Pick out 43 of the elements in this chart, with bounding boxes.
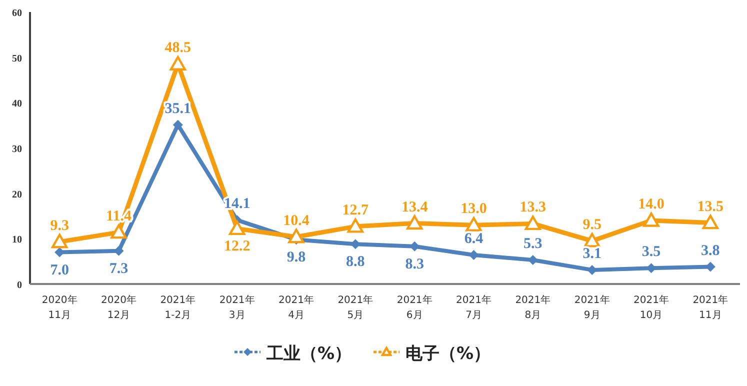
- data-label: 6.4: [464, 230, 484, 247]
- data-label: 13.3: [520, 200, 546, 216]
- data-label: 3.5: [642, 244, 661, 260]
- data-label: 13.0: [460, 201, 487, 218]
- data-label: 9.3: [50, 218, 69, 234]
- x-tick-label: 2021年 1-2月: [160, 294, 196, 321]
- data-label: 12.7: [342, 202, 370, 218]
- x-tick-label: 2021年 6月: [396, 294, 432, 321]
- x-tick-label: 2021年 8月: [515, 294, 551, 321]
- x-tick-label: 2021年 3月: [219, 294, 255, 321]
- legend-label: 电子（%）: [406, 344, 491, 364]
- x-tick-label: 2021年 5月: [338, 294, 374, 321]
- data-label: 7.0: [50, 262, 69, 278]
- data-label: 9.5: [582, 216, 602, 233]
- x-tick-label: 2021年 7月: [456, 294, 492, 321]
- x-tick-label: 2021年 11月: [692, 294, 728, 321]
- data-label: 35.1: [164, 100, 192, 117]
- data-label: 5.3: [524, 236, 542, 252]
- y-tick-label: 60: [12, 8, 22, 19]
- data-label: 14.0: [638, 196, 664, 213]
- data-label: 8.8: [346, 254, 365, 270]
- data-label: 13.4: [401, 199, 428, 216]
- data-label: 8.3: [405, 256, 424, 272]
- x-tick-label: 2020年 11月: [42, 294, 78, 321]
- data-label: 12.2: [224, 238, 250, 255]
- y-tick-label: 30: [12, 144, 22, 155]
- data-label: 48.5: [164, 40, 192, 56]
- data-label: 13.5: [697, 198, 724, 215]
- data-label: 3.8: [701, 242, 720, 259]
- legend-label: 工业（%）: [266, 344, 352, 364]
- x-tick-label: 2021年 4月: [278, 294, 314, 321]
- y-tick-label: 50: [12, 53, 22, 64]
- data-label: 7.3: [109, 260, 128, 277]
- y-tick-label: 40: [12, 98, 22, 110]
- y-tick-label: 0: [17, 280, 22, 291]
- data-label: 3.1: [582, 246, 602, 262]
- x-tick-label: 2021年 9月: [574, 294, 610, 321]
- x-tick-label: 2021年 10月: [634, 294, 669, 321]
- y-tick-label: 10: [12, 234, 22, 246]
- x-tick-label: 2020年 12月: [101, 294, 136, 321]
- data-label: 10.4: [283, 212, 310, 229]
- y-tick-label: 20: [12, 189, 22, 200]
- data-label: 9.8: [286, 250, 306, 266]
